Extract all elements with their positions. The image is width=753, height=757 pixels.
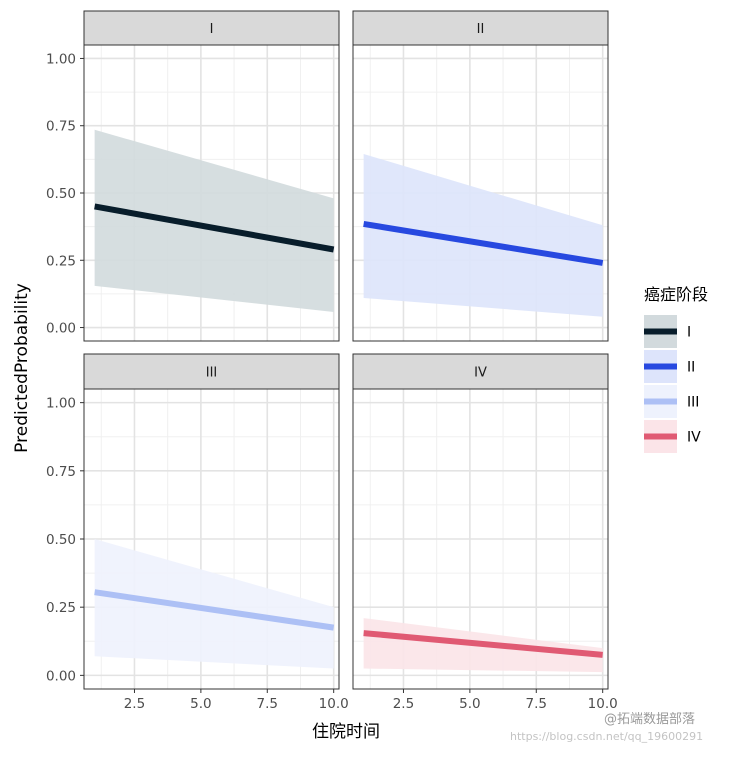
x-tick-label: 2.5 <box>124 696 145 712</box>
facet-strip-II <box>352 10 609 46</box>
facet-strip-I <box>83 10 340 46</box>
x-tick-label: 10.0 <box>319 696 349 712</box>
panel-III: III 0.00 0.25 0.50 0.75 1.00 2.5 5.0 7.5 10.0 <box>46 353 349 712</box>
y-tick-label: 0.00 <box>46 668 76 684</box>
fit-line-II <box>363 220 604 266</box>
y-tick-label: 0.50 <box>46 532 76 548</box>
y-tick-label: 0.75 <box>46 119 76 135</box>
facet-label-II: II <box>477 22 485 37</box>
legend-label-III: III <box>687 395 699 411</box>
panel-border <box>352 44 609 342</box>
x-tick-label: 5.0 <box>459 696 480 712</box>
fit-line-IV <box>363 630 603 658</box>
fit-line-III <box>94 589 335 631</box>
watermark-text-2: https://blog.csdn.net/qq_19600291 <box>510 730 703 743</box>
legend-label-I: I <box>687 325 691 341</box>
x-tick-label: 7.5 <box>526 696 547 712</box>
legend-title: 癌症阶段 <box>644 285 708 304</box>
fit-line-I <box>94 203 335 253</box>
x-tick-label: 2.5 <box>393 696 414 712</box>
y-tick-label: 0.25 <box>46 253 76 269</box>
facet-strip-III <box>83 353 340 390</box>
ci-band-III <box>94 539 334 669</box>
y-tick-label: 0.75 <box>46 464 76 480</box>
y-tick-label: 1.00 <box>46 51 76 67</box>
panel-II: II <box>352 10 609 342</box>
legend-label-IV: IV <box>687 430 701 446</box>
y-tick-label: 0.50 <box>46 186 76 202</box>
y-tick-label: 0.25 <box>46 600 76 616</box>
watermark-text-1: @拓端数据部落 <box>604 712 695 727</box>
facet-label-IV: IV <box>474 366 487 381</box>
x-axis-title: 住院时间 <box>312 722 380 742</box>
panel-border <box>352 388 609 690</box>
y-tick-label: 1.00 <box>46 396 76 412</box>
y-tick-label: 0.00 <box>46 321 76 337</box>
x-tick-label: 10.0 <box>588 696 618 712</box>
y-axis-title: PredictedProbability <box>12 283 32 453</box>
x-tick-label: 5.0 <box>190 696 211 712</box>
facet-label-III: III <box>206 366 218 381</box>
x-tick-label: 7.5 <box>257 696 278 712</box>
panel-I: I 0.00 0.25 0.50 0.75 1.00 <box>46 10 340 342</box>
facet-label-I: I <box>210 22 214 37</box>
panel-IV: IV 2.5 5.0 7.5 10.0 <box>352 353 618 712</box>
ci-band-II <box>363 153 603 317</box>
legend-label-II: II <box>687 360 695 376</box>
ci-band-I <box>94 129 334 312</box>
